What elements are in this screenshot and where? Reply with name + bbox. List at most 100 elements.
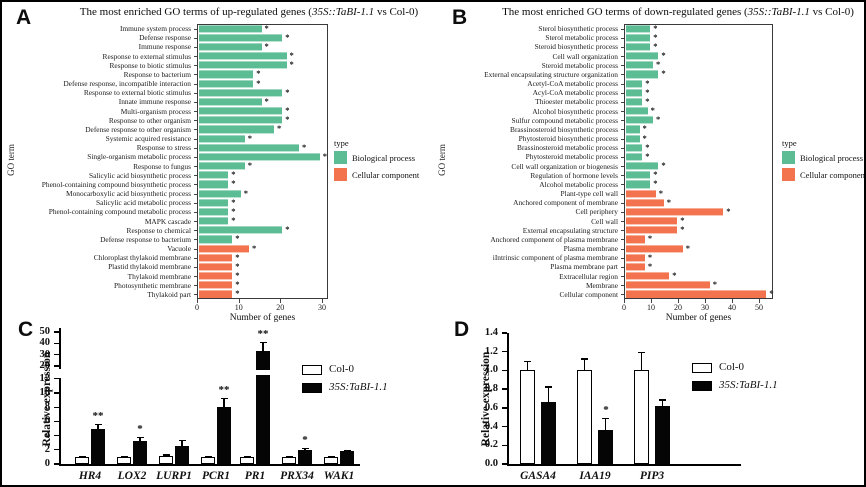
col0-bar <box>520 369 535 464</box>
go-bar <box>626 272 670 280</box>
error-bar-cap <box>259 342 267 344</box>
y-tick-label: 0.8 <box>484 383 498 395</box>
go-bar-row: Response to external stimulus * <box>4 51 332 61</box>
x-tick <box>280 299 282 303</box>
legend-label: Col-0 <box>329 363 355 375</box>
error-bar <box>181 439 183 449</box>
legend-item: Biological process <box>334 151 419 164</box>
significance-star: * <box>256 68 261 79</box>
y-tick <box>194 276 198 278</box>
legend-item: Col-0 <box>692 362 744 373</box>
go-bar-row: Systemic acquired resistance * <box>4 134 332 143</box>
legend-item: 35S:TaBI-1.1 <box>692 380 778 391</box>
go-bar <box>199 153 320 161</box>
significance-star: * <box>235 270 240 281</box>
go-term-label: Vacuole <box>167 244 191 253</box>
significance-star: * <box>661 68 666 79</box>
x-tick <box>624 299 625 303</box>
go-bar-row: Plasma membrane part * <box>437 262 777 271</box>
go-bar <box>626 217 678 225</box>
significance-star: * <box>661 160 666 171</box>
y-tick <box>502 425 507 428</box>
tabi-bar <box>340 451 354 464</box>
error-bar-cap <box>602 418 609 420</box>
gene-label: IAA19 <box>579 470 611 482</box>
y-tick <box>502 369 507 372</box>
error-bar-cap <box>120 455 128 457</box>
go-term-label: Innate immune response <box>118 97 191 107</box>
y-tick-label: 4 <box>44 429 50 441</box>
go-bar-row: External encapsulating structure * <box>437 224 777 235</box>
col0-bar <box>240 456 254 464</box>
go-bar-row: Phytosteroid metabolic process * <box>437 152 777 161</box>
go-bar-row: Thylakoid membrane * <box>4 270 332 281</box>
go-term-label: Plasma membrane <box>563 244 618 253</box>
panel-b-down-regulated-go-chart: B The most enriched GO terms of down-reg… <box>435 2 866 323</box>
go-bar-row: Brassinosteroid biosynthetic process * <box>437 124 777 134</box>
gene-label: PR1 <box>244 470 266 482</box>
significance-star: * <box>235 260 240 271</box>
go-bars: Immune system process * Defense response * I… <box>4 24 332 299</box>
go-bar <box>626 107 648 115</box>
go-bar <box>626 43 651 51</box>
go-bar-row: Salicylic acid biosynthetic process * <box>4 170 332 180</box>
y-axis-line <box>59 328 61 369</box>
go-bar-row: Thylakoid part * <box>4 289 332 299</box>
legend-label: Cellular component <box>800 169 866 180</box>
biological-process-swatch <box>334 151 347 164</box>
go-bar-row: Multi-organism process * <box>4 106 332 116</box>
go-bar-row: Acyl-CoA metabolic process * <box>437 88 777 97</box>
y-tick-label: 0 <box>44 458 50 469</box>
significance-star: * <box>769 288 774 299</box>
significance-star: * <box>243 187 248 198</box>
y-tick-label: 12 <box>39 372 51 384</box>
go-term-label: Photosynthetic membrane <box>114 280 191 290</box>
error-bar-cap <box>581 358 588 360</box>
tabi-bar <box>298 449 312 464</box>
go-term-label: Thioester metabolic process <box>535 97 618 107</box>
go-bar-row: Anchored component of plasma membrane * <box>437 234 777 244</box>
y-tick <box>194 294 198 296</box>
x-tick <box>732 299 733 303</box>
col0-bar <box>634 369 649 464</box>
go-bar-row: Immune system process * <box>4 24 332 33</box>
y-tick <box>194 202 198 204</box>
go-term-label: Steroid biosynthetic process <box>534 42 618 52</box>
y-tick-label: 2 <box>44 443 50 455</box>
y-tick-label: 0.6 <box>484 401 498 413</box>
go-bar <box>626 171 651 179</box>
go-term-label: Sulfur compound metabolic process <box>511 115 618 125</box>
gene-label: WAK1 <box>323 470 355 482</box>
go-bar-row: Phenol-containing compound biosynthetic … <box>4 179 332 189</box>
significance-star: * <box>277 123 282 134</box>
go-bar-row: Plastid thylakoid membrane * <box>4 262 332 271</box>
error-bar-cap <box>285 456 293 458</box>
go-bar <box>199 189 241 198</box>
panel-b-title: The most enriched GO terms of down-regul… <box>493 6 863 18</box>
significance-star: * <box>680 224 685 235</box>
go-term-label: Cell wall organization <box>552 51 618 61</box>
y-tick <box>194 65 198 67</box>
go-bar <box>199 226 283 234</box>
go-term-label: Cell wall organization or biogenesis <box>511 161 618 171</box>
tabi-bar-upper-piece <box>256 351 270 370</box>
go-bar <box>199 24 262 33</box>
significance-star: * <box>642 132 647 143</box>
significance-star: * <box>264 40 269 51</box>
y-tick-label: 8 <box>44 401 50 413</box>
x-tick-label: 20 <box>276 303 285 312</box>
go-bar <box>626 144 643 152</box>
go-bar-row: Acetyl-CoA metabolic process * <box>437 79 777 88</box>
panel-label-a: A <box>16 6 32 29</box>
go-bars: Sterol biosynthetic process * Sterol metab… <box>437 24 777 299</box>
go-term-label: Extracellular region <box>559 271 618 281</box>
significance-star: * <box>656 114 661 125</box>
go-term-label: MAPK cascade <box>144 216 191 226</box>
go-term-label: Regulation of hormone levels <box>530 170 618 180</box>
y-tick <box>54 342 59 344</box>
tabi-bar <box>598 430 613 464</box>
go-bar <box>199 263 233 271</box>
go-bar <box>199 52 287 60</box>
x-axis-line <box>507 464 741 466</box>
significance-star: ** <box>257 328 269 341</box>
